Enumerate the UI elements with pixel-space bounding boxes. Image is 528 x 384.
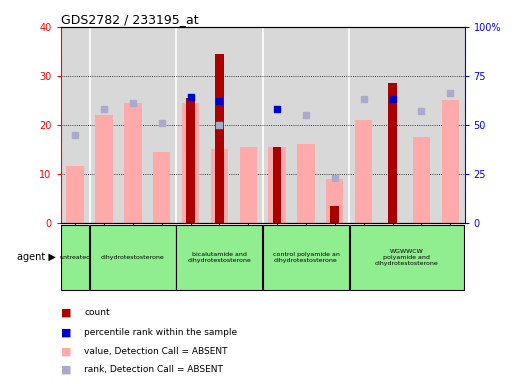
- FancyBboxPatch shape: [176, 225, 262, 290]
- Text: untreated: untreated: [60, 255, 91, 260]
- Text: ■: ■: [61, 364, 71, 374]
- Point: [215, 98, 224, 104]
- Point: [273, 106, 281, 112]
- Point: [186, 94, 195, 101]
- Bar: [186, 98, 195, 223]
- Bar: [182, 103, 199, 223]
- Bar: [240, 147, 257, 223]
- Point: [100, 106, 108, 112]
- Point: [129, 100, 137, 106]
- Bar: [413, 137, 430, 223]
- Bar: [211, 149, 228, 223]
- FancyBboxPatch shape: [263, 225, 349, 290]
- Bar: [331, 205, 339, 223]
- FancyBboxPatch shape: [90, 225, 176, 290]
- Text: WGWWCW
polyamide and
dihydrotestosterone: WGWWCW polyamide and dihydrotestosterone: [375, 248, 439, 266]
- Text: agent ▶: agent ▶: [16, 252, 55, 262]
- Bar: [67, 166, 84, 223]
- Bar: [273, 147, 281, 223]
- Text: ■: ■: [61, 327, 71, 337]
- Text: GDS2782 / 233195_at: GDS2782 / 233195_at: [61, 13, 199, 26]
- Bar: [388, 83, 397, 223]
- Text: control polyamide an
dihydrotestosterone: control polyamide an dihydrotestosterone: [272, 252, 340, 263]
- Text: percentile rank within the sample: percentile rank within the sample: [84, 328, 238, 337]
- Bar: [124, 103, 142, 223]
- Text: count: count: [84, 308, 110, 318]
- FancyBboxPatch shape: [61, 225, 89, 290]
- Bar: [441, 100, 459, 223]
- Point: [417, 108, 426, 114]
- Point: [360, 96, 368, 103]
- Bar: [326, 179, 343, 223]
- Text: bicalutamide and
dihydrotestosterone: bicalutamide and dihydrotestosterone: [187, 252, 251, 263]
- Bar: [96, 115, 112, 223]
- Point: [446, 90, 455, 96]
- Point: [157, 120, 166, 126]
- Point: [71, 131, 79, 138]
- Text: ■: ■: [61, 308, 71, 318]
- Point: [215, 122, 224, 128]
- Bar: [268, 147, 286, 223]
- Text: ■: ■: [61, 346, 71, 356]
- Bar: [355, 120, 372, 223]
- Point: [301, 112, 310, 118]
- Text: value, Detection Call = ABSENT: value, Detection Call = ABSENT: [84, 347, 228, 356]
- Point: [388, 96, 397, 103]
- FancyBboxPatch shape: [350, 225, 464, 290]
- Bar: [153, 152, 171, 223]
- Point: [331, 175, 339, 181]
- Text: rank, Detection Call = ABSENT: rank, Detection Call = ABSENT: [84, 365, 223, 374]
- Bar: [215, 54, 224, 223]
- Bar: [297, 144, 315, 223]
- Text: dihydrotestosterone: dihydrotestosterone: [101, 255, 165, 260]
